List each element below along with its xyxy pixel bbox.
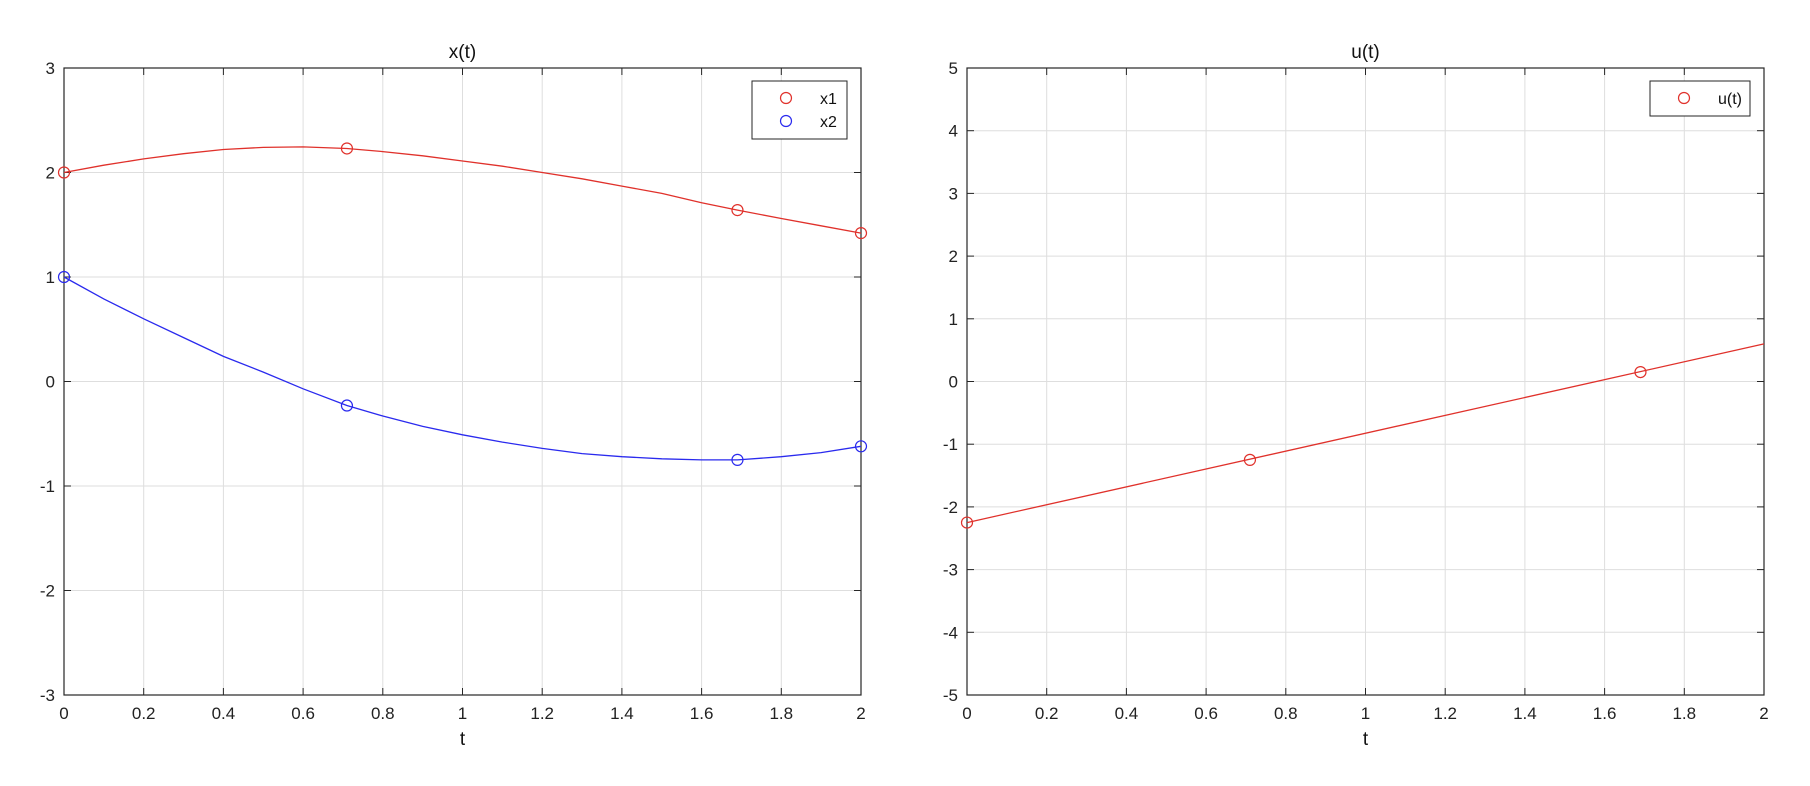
x-tick-label: 0.4 — [212, 704, 236, 723]
y-tick-label: -3 — [40, 686, 55, 705]
x-tick-label: 2 — [856, 704, 865, 723]
y-tick-label: 0 — [46, 373, 55, 392]
x-tick-label: 1.6 — [690, 704, 714, 723]
legend-label-x2: x2 — [820, 114, 837, 131]
chart-0: 0 0.2 0.4 0.6 0.8 1 1.2 1.4 1.6 1.8 2 -3 -2 -1 0 1 2 3 x(t… — [40, 42, 868, 750]
y-tick-label: 1 — [949, 310, 958, 329]
x-axis-label: t — [460, 729, 466, 750]
data-point-x2 — [340, 399, 354, 412]
x-tick-label: 0.2 — [1035, 704, 1059, 723]
x-tick-label: 0 — [59, 704, 68, 723]
series-line-u(t) — [966, 343, 1765, 524]
data-point-x2 — [731, 453, 744, 466]
chart-title: u(t) — [1351, 42, 1380, 63]
data-point-x2 — [854, 440, 868, 453]
x-tick-label: 1 — [458, 704, 467, 723]
y-tick-label: 5 — [949, 59, 958, 78]
y-tick-label: -2 — [943, 498, 958, 517]
data-point-u(t) — [1243, 453, 1257, 466]
y-tick-label: -1 — [40, 477, 55, 496]
x-tick-label: 0 — [962, 704, 971, 723]
legend-label-u(t): u(t) — [1718, 91, 1742, 108]
legend: u(t) — [1649, 80, 1751, 117]
data-point-x1 — [57, 166, 71, 179]
y-tick-label: 0 — [949, 373, 958, 392]
data-point-u(t) — [960, 516, 974, 529]
x-tick-label: 1.4 — [1513, 704, 1537, 723]
data-point-x2 — [57, 270, 71, 284]
legend-marker-x1 — [779, 91, 793, 105]
data-point-u(t) — [1634, 365, 1647, 379]
x-tick-label: 1.6 — [1593, 704, 1617, 723]
y-tick-label: 1 — [46, 268, 55, 287]
data-point-x1 — [731, 204, 744, 217]
x-tick-label: 0.8 — [371, 704, 395, 723]
x-tick-label: 1.2 — [530, 704, 554, 723]
y-tick-label: -2 — [40, 582, 55, 601]
y-tick-label: 2 — [46, 164, 55, 183]
legend-label-x1: x1 — [820, 91, 837, 108]
x-tick-label: 0.2 — [132, 704, 156, 723]
x-tick-label: 1 — [1361, 704, 1370, 723]
x-tick-label: 0.4 — [1115, 704, 1139, 723]
series-line-x2 — [63, 276, 862, 461]
x-axis-label: t — [1363, 729, 1369, 750]
y-tick-label: 4 — [949, 122, 958, 141]
legend-marker-x2 — [779, 114, 793, 128]
y-tick-label: 2 — [949, 247, 958, 266]
y-tick-label: 3 — [46, 59, 55, 78]
y-tick-label: -1 — [943, 435, 958, 454]
data-point-x1 — [854, 227, 868, 240]
x-tick-label: 0.6 — [291, 704, 315, 723]
x-tick-label: 0.8 — [1274, 704, 1298, 723]
y-tick-label: -4 — [943, 623, 958, 642]
y-tick-label: -5 — [943, 686, 958, 705]
y-tick-label: -3 — [943, 561, 958, 580]
legend-box — [751, 80, 848, 140]
x-tick-label: 1.8 — [769, 704, 793, 723]
y-tick-label: 3 — [949, 184, 958, 203]
chart-title: x(t) — [449, 42, 476, 63]
x-tick-label: 0.6 — [1194, 704, 1218, 723]
x-tick-label: 1.8 — [1672, 704, 1696, 723]
x-tick-label: 1.4 — [610, 704, 634, 723]
legend-marker-u(t) — [1677, 91, 1691, 105]
x-tick-label: 2 — [1759, 704, 1768, 723]
chart-1: 0 0.2 0.4 0.6 0.8 1 1.2 1.4 1.6 1.8 2 -5 -4 -3 -2 -1 0 1 2… — [943, 42, 1769, 750]
series-line-x1 — [63, 146, 862, 234]
legend-box — [1649, 80, 1751, 117]
data-point-x1 — [340, 142, 354, 155]
x-tick-label: 1.2 — [1433, 704, 1457, 723]
